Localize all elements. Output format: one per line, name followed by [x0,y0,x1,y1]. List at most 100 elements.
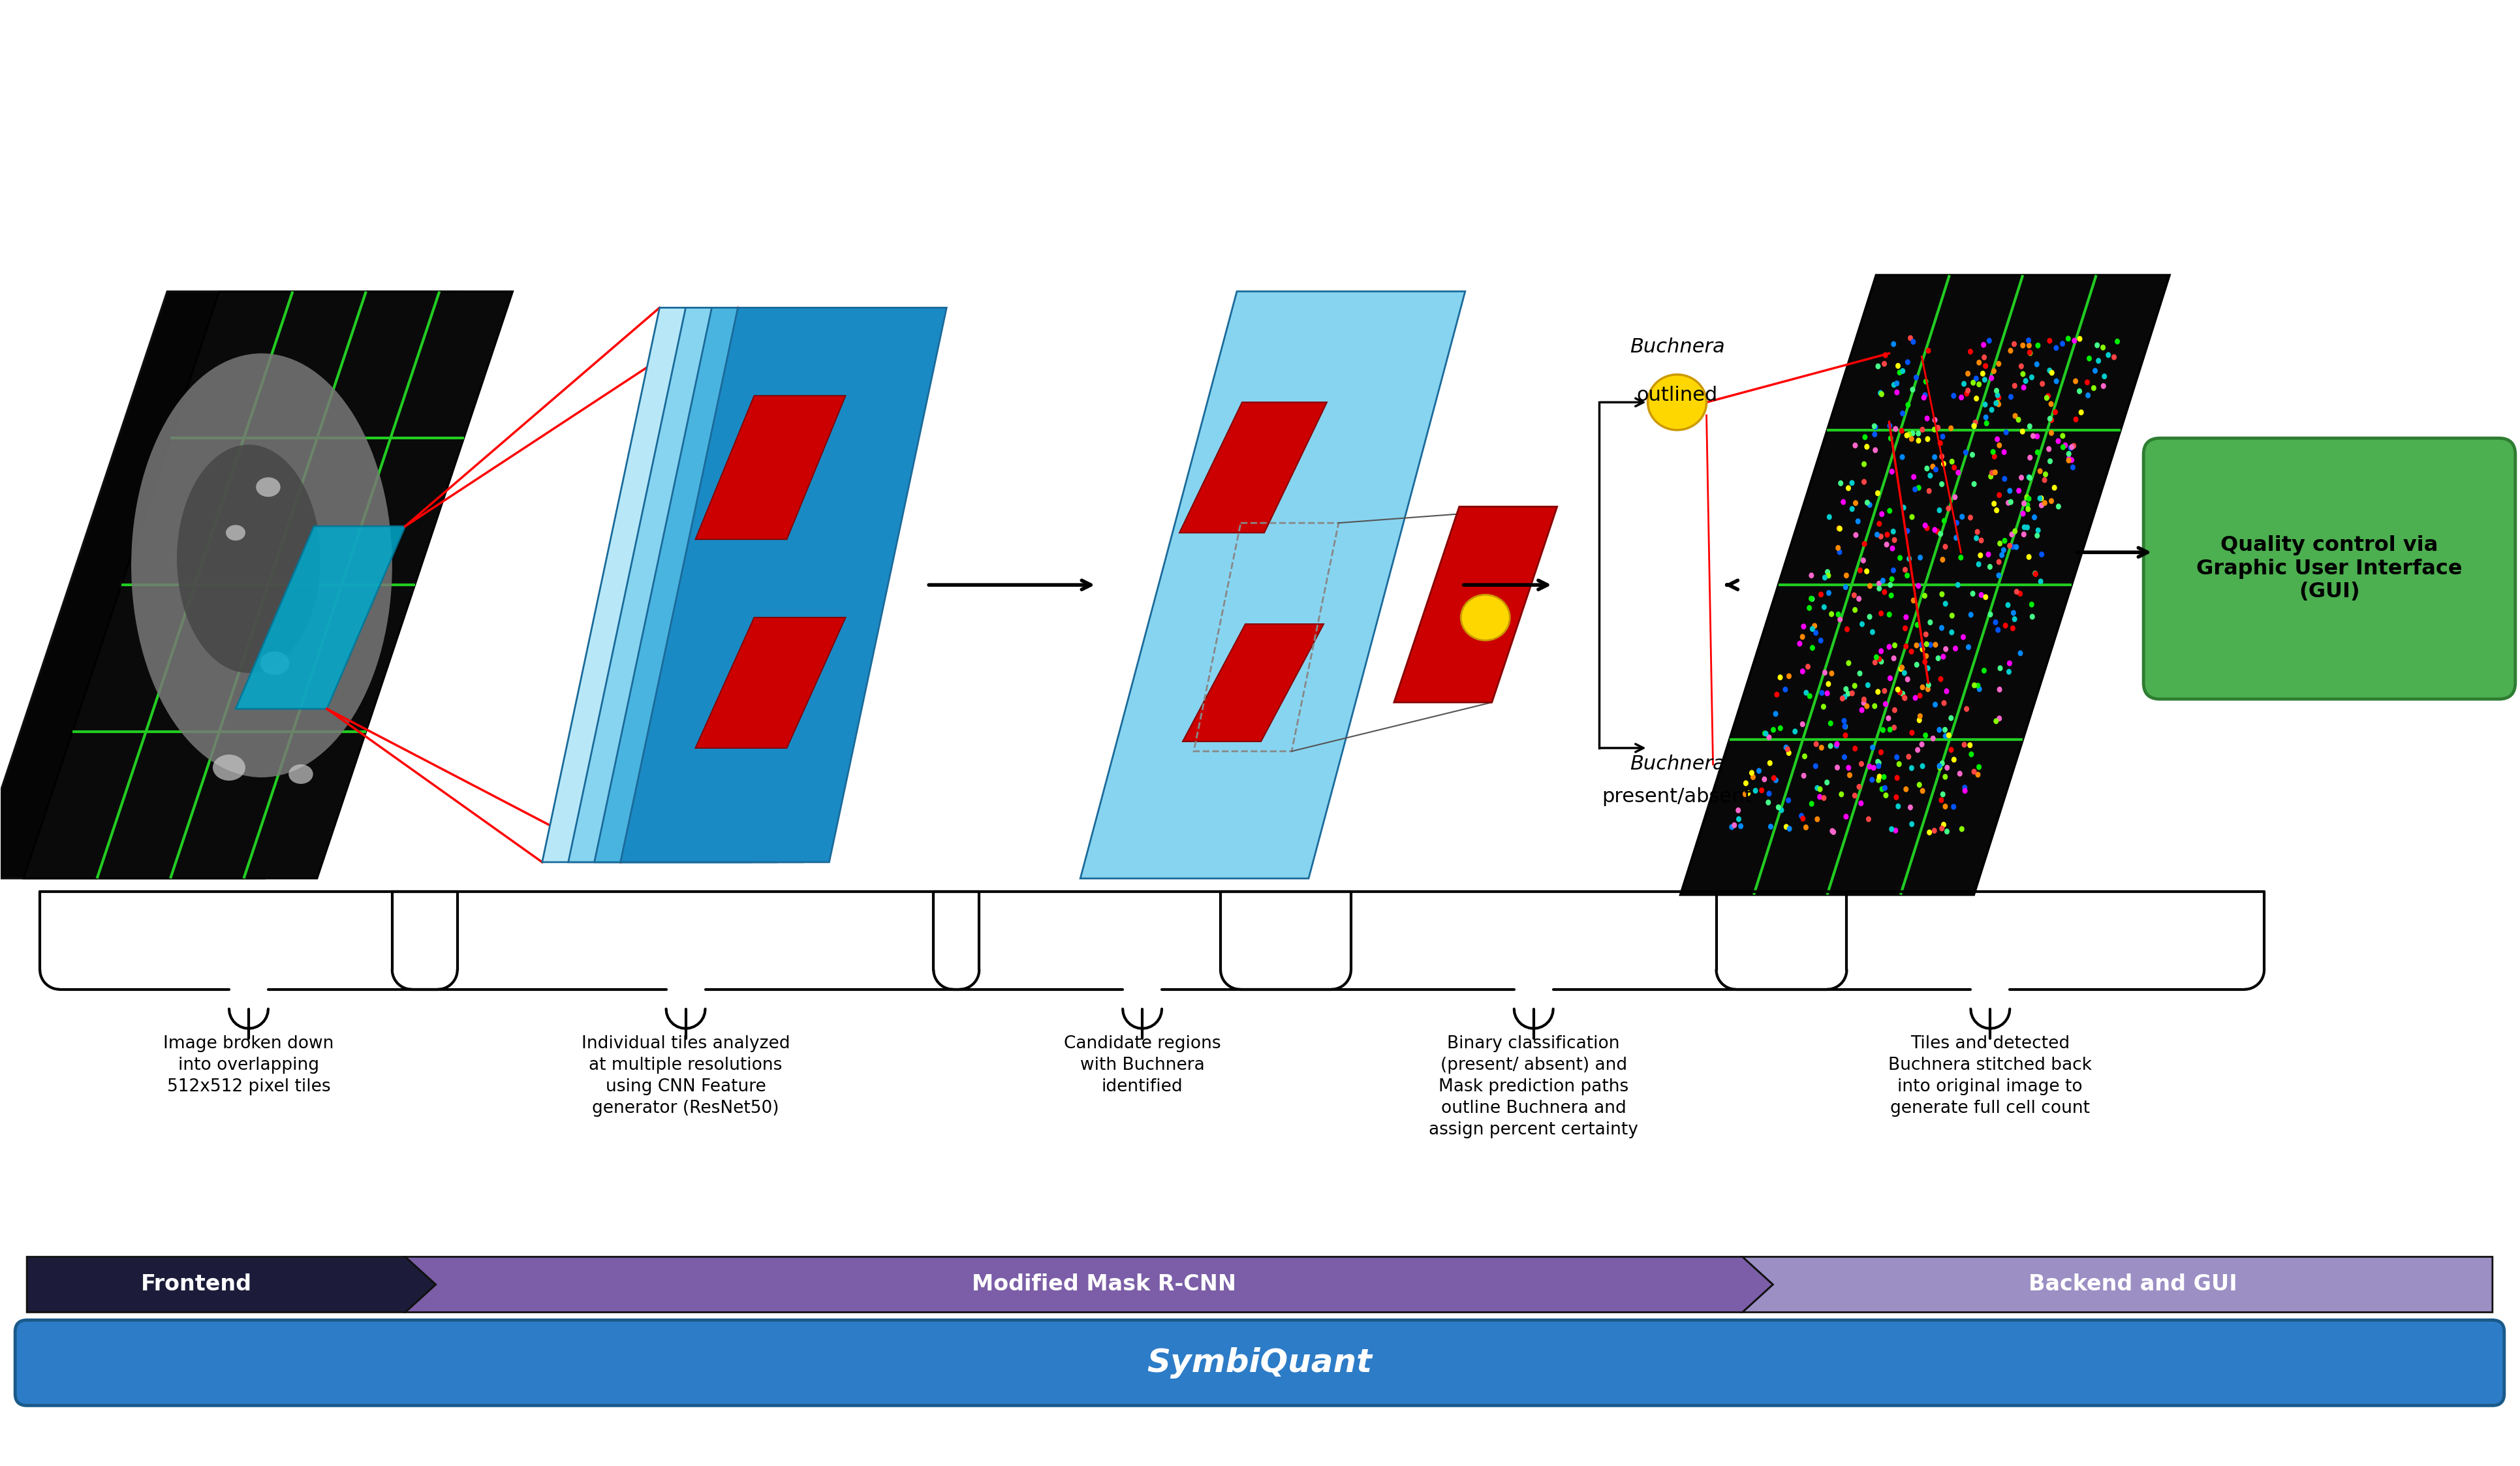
Ellipse shape [1814,817,1819,822]
Ellipse shape [1837,481,1842,487]
Ellipse shape [2011,610,2016,616]
Ellipse shape [1940,761,1945,767]
Ellipse shape [2036,450,2041,456]
Ellipse shape [1893,537,1898,542]
Ellipse shape [1812,623,1817,629]
Ellipse shape [1905,754,1910,759]
Ellipse shape [1893,795,1900,800]
Ellipse shape [2026,475,2034,481]
Ellipse shape [2069,446,2074,452]
Ellipse shape [1822,795,1827,800]
Ellipse shape [1996,627,2001,633]
Ellipse shape [2059,432,2066,438]
Ellipse shape [1930,736,1935,742]
Ellipse shape [1842,693,1847,699]
Ellipse shape [1880,578,1885,583]
Ellipse shape [2046,393,2051,399]
Ellipse shape [2003,623,2008,629]
Ellipse shape [2021,510,2026,516]
Ellipse shape [2039,503,2044,509]
Ellipse shape [1940,557,1945,563]
Polygon shape [0,292,461,878]
Ellipse shape [1827,515,1832,520]
Ellipse shape [1741,792,1749,798]
Ellipse shape [2107,352,2112,358]
Ellipse shape [1910,431,1915,437]
Ellipse shape [1880,512,1885,517]
Ellipse shape [2049,369,2054,375]
Ellipse shape [1799,814,1804,819]
Ellipse shape [1827,573,1832,579]
Ellipse shape [1860,707,1865,712]
Ellipse shape [1898,761,1903,767]
Ellipse shape [1943,733,1948,739]
Ellipse shape [2056,504,2061,510]
Ellipse shape [176,444,320,673]
Ellipse shape [1893,381,1898,387]
Ellipse shape [2046,337,2051,343]
Ellipse shape [1749,770,1754,776]
Ellipse shape [1835,742,1840,748]
Ellipse shape [1895,390,1900,396]
Ellipse shape [1822,575,1827,581]
Ellipse shape [1870,745,1875,751]
Ellipse shape [1925,686,1930,692]
Ellipse shape [1993,718,1998,724]
Ellipse shape [1865,817,1872,822]
Text: Quality control via
Graphic User Interface
(GUI): Quality control via Graphic User Interfa… [2197,535,2462,603]
Ellipse shape [1880,786,1885,792]
Ellipse shape [1887,507,1893,513]
Ellipse shape [1981,355,1986,361]
Ellipse shape [1920,742,1925,748]
Ellipse shape [1971,452,1976,457]
Ellipse shape [2059,340,2064,346]
Ellipse shape [131,353,393,777]
Text: Buchnera: Buchnera [1630,755,1724,774]
Ellipse shape [2006,668,2011,674]
Ellipse shape [1777,674,1782,680]
Ellipse shape [1915,622,1920,627]
Ellipse shape [1885,541,1890,547]
Ellipse shape [1933,427,1938,432]
Ellipse shape [1910,821,1915,827]
Ellipse shape [1893,642,1898,648]
Ellipse shape [1933,828,1938,834]
Polygon shape [1681,276,2170,894]
Ellipse shape [1938,625,1945,630]
Ellipse shape [1827,743,1832,749]
Ellipse shape [1885,532,1890,538]
Ellipse shape [1802,754,1807,759]
Ellipse shape [2021,525,2026,531]
Ellipse shape [1867,614,1872,620]
Polygon shape [1741,1256,2492,1312]
Ellipse shape [1799,721,1804,727]
Ellipse shape [1993,507,1998,513]
Ellipse shape [2024,378,2029,384]
Ellipse shape [1877,774,1882,780]
Ellipse shape [1898,666,1903,671]
Ellipse shape [2019,651,2024,657]
Ellipse shape [1938,531,1943,537]
Ellipse shape [1996,573,2001,579]
Ellipse shape [1988,408,1993,413]
Ellipse shape [1920,764,1925,770]
Ellipse shape [1807,605,1812,611]
Ellipse shape [1819,690,1824,696]
Ellipse shape [1852,532,1857,538]
Ellipse shape [1971,481,1976,487]
Polygon shape [234,526,406,710]
Ellipse shape [1940,825,1945,831]
Ellipse shape [2049,418,2054,424]
Ellipse shape [2054,409,2059,415]
Ellipse shape [1890,576,1895,582]
Ellipse shape [1875,764,1882,770]
Ellipse shape [1877,657,1882,663]
Ellipse shape [1842,585,1847,591]
Ellipse shape [1971,682,1978,688]
Ellipse shape [2006,660,2011,666]
Ellipse shape [1877,581,1882,586]
Ellipse shape [1887,727,1893,733]
Ellipse shape [257,478,280,497]
Ellipse shape [1996,443,2001,449]
Ellipse shape [1880,391,1885,397]
